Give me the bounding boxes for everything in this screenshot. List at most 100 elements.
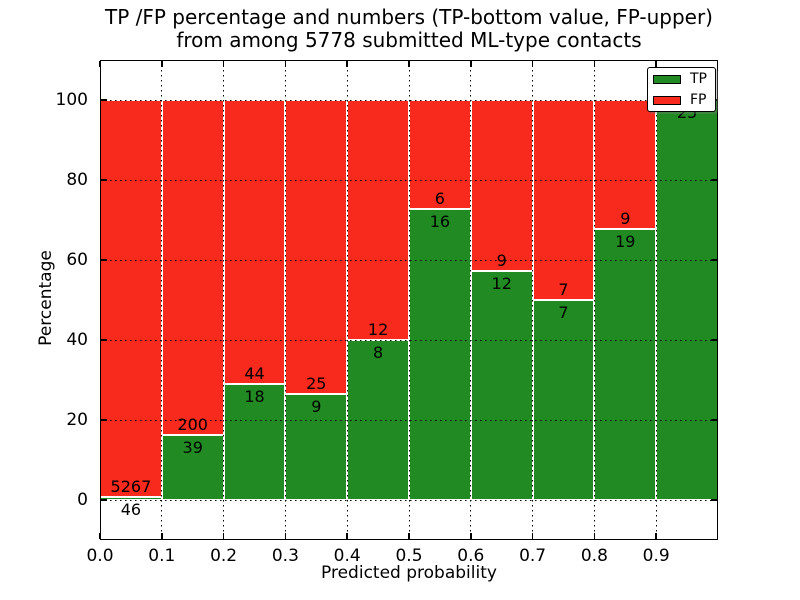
- bar-fp-segment: [347, 100, 409, 340]
- y-tick-left: [101, 499, 107, 501]
- x-tick-bottom: [593, 533, 596, 539]
- x-axis-label: Predicted probability: [321, 563, 497, 583]
- y-gridline: [100, 259, 718, 261]
- x-tick-label: 0.8: [580, 546, 608, 566]
- x-tick-label: 0.1: [148, 546, 176, 566]
- bar-tp-count-label: 9: [311, 397, 322, 417]
- x-tick-label: 0.3: [271, 546, 299, 566]
- y-tick-label: 20: [66, 410, 88, 430]
- x-gridline: [284, 60, 286, 540]
- bar-tp-count-label: 46: [120, 499, 142, 519]
- x-tick-label: 0.7: [519, 546, 547, 566]
- x-tick-top: [222, 61, 225, 67]
- bar-tp-segment: [532, 300, 595, 500]
- y-tick-label: 40: [66, 330, 88, 350]
- x-gridline: [408, 60, 410, 540]
- bar-fp-segment: [285, 100, 348, 395]
- x-tick-bottom: [99, 533, 101, 539]
- bar-fp-segment: [532, 100, 595, 300]
- legend: TP FP: [647, 67, 716, 112]
- bar-tp-segment: [285, 394, 348, 500]
- bar-tp-segment: [470, 271, 533, 500]
- plot-area: 52674620039441825912861691277919025 0.00…: [56, 60, 718, 566]
- x-gridline: [532, 60, 534, 540]
- bar-fp-count-label: 7: [558, 280, 569, 299]
- bar-fp-segment: [100, 100, 162, 497]
- bar-fp-count-label: 9: [620, 208, 631, 228]
- x-tick-top: [284, 61, 287, 67]
- bar-fp-count-label: 12: [367, 320, 389, 339]
- bar-fp-segment: [223, 100, 286, 384]
- legend-swatch-tp: [653, 74, 681, 84]
- x-gridline: [593, 60, 595, 540]
- bar-tp-count-label: 12: [491, 274, 512, 294]
- x-gridline: [223, 60, 225, 540]
- x-tick-bottom: [284, 533, 287, 539]
- chart-title: TP /FP percentage and numbers (TP-bottom…: [91, 6, 727, 52]
- x-tick-top: [531, 61, 534, 67]
- legend-label: TP: [690, 71, 707, 87]
- x-tick-top: [346, 61, 348, 67]
- chart-title-line1: TP /FP percentage and numbers (TP-bottom…: [105, 5, 713, 29]
- x-tick-label: 0.0: [86, 546, 114, 566]
- x-tick-top: [593, 61, 596, 67]
- x-tick-bottom: [408, 533, 410, 539]
- legend-swatch-fp: [653, 95, 681, 105]
- bar-fp-count-label: 5267: [110, 476, 152, 496]
- x-gridline: [470, 60, 472, 540]
- y-tick-right: [711, 259, 717, 261]
- bar-fp-count-label: 9: [496, 251, 507, 271]
- legend-row-fp: FP: [653, 93, 710, 107]
- y-tick-left: [101, 419, 107, 421]
- bar-fp-segment: [470, 100, 533, 272]
- x-tick-bottom: [531, 533, 534, 539]
- bar-tp-count-label: 19: [615, 231, 636, 251]
- y-tick-left: [101, 259, 107, 261]
- x-tick-top: [470, 61, 472, 67]
- y-axis-label: Percentage: [36, 250, 56, 346]
- y-tick-label: 0: [77, 490, 88, 510]
- y-tick-label: 80: [66, 170, 88, 190]
- bar-fp-count-label: 6: [434, 189, 445, 209]
- y-tick-right: [711, 179, 717, 181]
- x-tick-label: 0.5: [395, 546, 423, 566]
- x-tick-bottom: [161, 533, 163, 539]
- x-tick-bottom: [470, 533, 472, 539]
- x-tick-label: 0.9: [642, 546, 670, 566]
- x-tick-top: [161, 61, 163, 67]
- x-tick-top: [408, 61, 410, 67]
- y-gridline: [100, 339, 718, 341]
- y-gridline: [100, 99, 718, 101]
- legend-row-tp: TP: [653, 72, 710, 86]
- y-gridline: [100, 499, 718, 501]
- y-tick-label: 100: [55, 90, 88, 110]
- bar-fp-count-label: 44: [244, 363, 265, 383]
- bar-fp-count-label: 200: [177, 414, 208, 434]
- x-gridline: [346, 60, 348, 540]
- bar-tp-count-label: 8: [373, 343, 384, 362]
- y-tick-left: [101, 339, 107, 341]
- y-tick-right: [711, 419, 717, 421]
- chart-title-line2: from among 5778 submitted ML-type contac…: [176, 28, 642, 52]
- x-tick-top: [99, 61, 101, 67]
- bar-tp-segment: [594, 228, 657, 500]
- bar-tp-count-label: 39: [182, 437, 203, 457]
- y-gridline: [100, 419, 718, 421]
- bar-fp-count-label: 25: [306, 374, 327, 394]
- legend-label: FP: [690, 92, 707, 108]
- x-tick-label: 0.6: [457, 546, 485, 566]
- x-tick-bottom: [222, 533, 225, 539]
- x-gridline: [655, 60, 657, 540]
- x-tick-bottom: [346, 533, 348, 539]
- y-tick-right: [711, 499, 717, 501]
- y-tick-left: [101, 99, 107, 101]
- bar-tp-count-label: 7: [558, 303, 569, 322]
- y-gridline: [100, 179, 718, 181]
- bar-fp-segment: [409, 100, 471, 210]
- y-tick-left: [101, 179, 107, 181]
- y-tick-label: 60: [66, 250, 88, 270]
- x-tick-label: 0.4: [333, 546, 361, 566]
- bar-fp-segment: [161, 100, 224, 435]
- bar-tp-segment: [409, 209, 471, 500]
